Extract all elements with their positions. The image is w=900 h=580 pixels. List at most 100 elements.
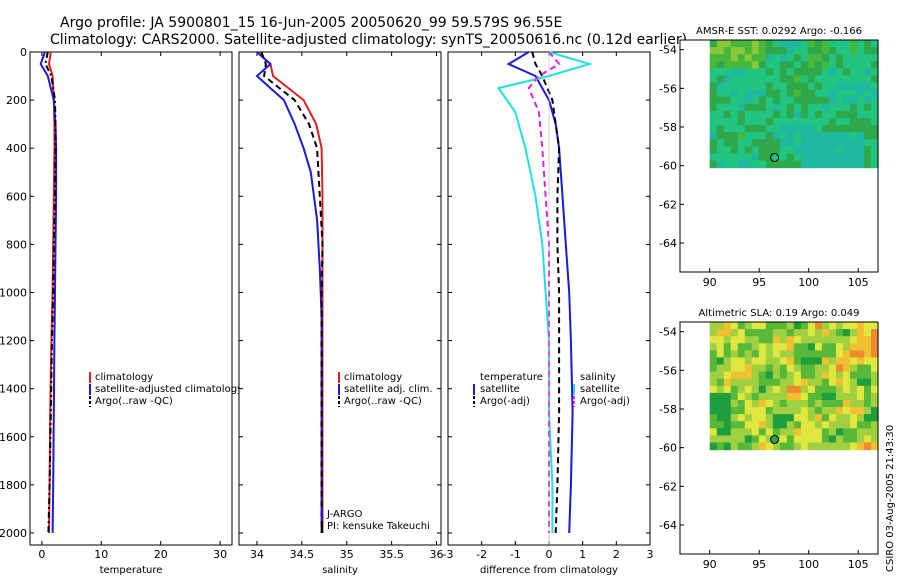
heat-cell (723, 61, 732, 69)
heat-cell (842, 428, 851, 437)
heat-cell (849, 160, 858, 169)
heat-cell (786, 68, 795, 77)
heat-cell (779, 322, 788, 330)
heat-cell (716, 364, 725, 373)
heat-cell (842, 125, 851, 133)
heat-cell (751, 75, 760, 84)
heat-cell (786, 125, 795, 133)
heat-cell (849, 96, 858, 105)
heat-cell (765, 428, 774, 437)
heat-cell (716, 407, 725, 415)
heat-cell (814, 442, 823, 451)
heat-cell (744, 378, 753, 387)
heat-cell (863, 110, 872, 119)
heat-cell (828, 350, 837, 359)
heat-cell (737, 89, 746, 98)
heat-cell (716, 125, 725, 133)
heat-cell (737, 40, 746, 48)
series-line-temperature-satellite (506, 51, 574, 534)
heat-cell (814, 82, 823, 91)
heat-cell (821, 399, 830, 408)
heat-cell (737, 125, 746, 133)
heat-cell (716, 153, 725, 162)
heat-cell (751, 146, 760, 155)
heat-cell (716, 371, 725, 380)
heat-cell (835, 428, 844, 437)
heat-cell (870, 110, 879, 119)
heat-cell (849, 75, 858, 84)
heat-cell (863, 54, 872, 62)
heat-cell (751, 110, 760, 119)
heat-cell (772, 82, 781, 91)
heat-cell (730, 96, 739, 105)
heat-cell (870, 125, 879, 133)
heat-cell (842, 392, 851, 401)
heat-cell (730, 132, 739, 140)
heat-cell (716, 146, 725, 155)
heat-cell (800, 385, 809, 394)
heat-cell (856, 435, 865, 444)
heat-cell (709, 350, 718, 359)
heat-cell (835, 399, 844, 408)
heat-cell (709, 322, 718, 330)
heat-cell (751, 385, 760, 394)
y-tick-label: -58 (659, 121, 677, 134)
axes-frame (29, 51, 233, 546)
heat-cell (779, 103, 788, 112)
heat-cell (737, 364, 746, 373)
heat-cell (842, 399, 851, 408)
heat-cell (716, 139, 725, 147)
heat-cell (856, 428, 865, 437)
heat-cell (870, 385, 879, 394)
heat-cell (758, 160, 767, 169)
heat-cell (730, 82, 739, 91)
heat-cell (870, 40, 879, 48)
heat-cell (772, 125, 781, 133)
heat-cell (807, 428, 816, 437)
heat-cell (751, 399, 760, 408)
heat-cell (821, 336, 830, 344)
heat-cell (744, 103, 753, 112)
y-tick-label: 1400 (0, 383, 27, 396)
heat-cell (835, 414, 844, 422)
heat-cell (751, 47, 760, 55)
heat-cell (800, 392, 809, 401)
x-tick-label: 30 (213, 548, 227, 561)
heat-cell (807, 407, 816, 415)
heat-cell (793, 68, 802, 77)
x-tick-label: 100 (798, 558, 819, 571)
heat-cell (821, 40, 830, 48)
heat-cell (751, 103, 760, 112)
heat-cell (821, 378, 830, 387)
heat-cell (765, 414, 774, 422)
heat-cell (793, 82, 802, 91)
heat-cell (723, 68, 732, 77)
y-tick-label: 200 (6, 94, 27, 107)
heat-cell (709, 385, 718, 394)
heat-cell (786, 371, 795, 380)
heat-cell (821, 110, 830, 119)
heat-cell (800, 329, 809, 337)
heat-cell (786, 407, 795, 415)
heat-cell (807, 442, 816, 451)
heat-cell (716, 442, 725, 451)
heat-cell (744, 117, 753, 126)
heat-cell (793, 442, 802, 451)
heat-cell (793, 407, 802, 415)
heat-cell (723, 146, 732, 155)
heat-cell (856, 89, 865, 98)
heat-cell (842, 153, 851, 162)
heat-cell (821, 407, 830, 415)
heat-cell (793, 322, 802, 330)
heat-cell (730, 435, 739, 444)
heat-cell (779, 82, 788, 91)
y-tick-label: -60 (659, 160, 677, 173)
heat-cell (758, 322, 767, 330)
heat-cell (828, 392, 837, 401)
heat-cell (751, 68, 760, 77)
heat-cell (716, 40, 725, 48)
heat-cell (835, 371, 844, 380)
heat-cell (779, 96, 788, 105)
heat-cell (751, 139, 760, 147)
heat-cell (856, 343, 865, 351)
